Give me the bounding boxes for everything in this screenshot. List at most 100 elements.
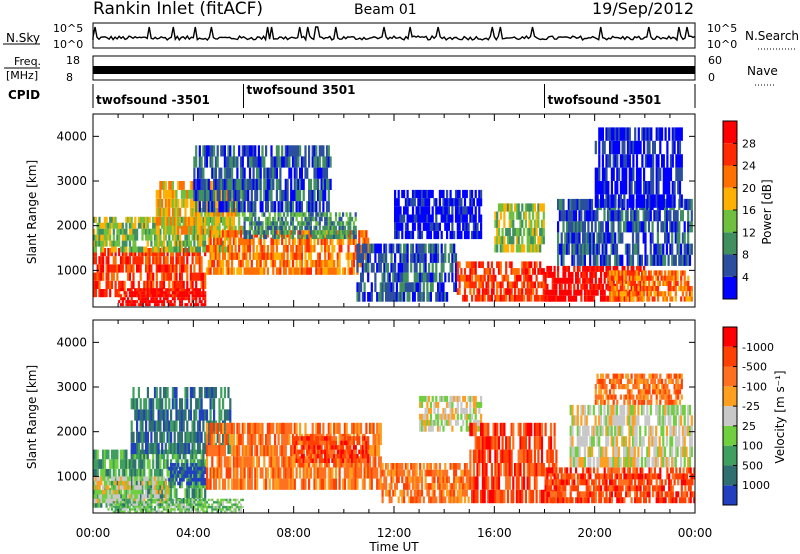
heatmap-cell [612,232,615,244]
heatmap-cell [437,282,440,292]
heatmap-cell [229,422,232,434]
heatmap-cell [630,210,633,222]
heatmap-cell [641,286,644,292]
heatmap-cell [159,387,162,399]
heatmap-cell [300,156,303,168]
heatmap-cell [293,230,296,235]
heatmap-cell [302,445,305,457]
heatmap-cell [444,198,447,207]
heatmap-cell [300,201,303,213]
heatmap-cell [168,264,171,273]
heatmap-cell [462,222,465,231]
heatmap-cell [361,243,364,254]
heatmap-cell [635,265,639,272]
heatmap-cell [643,194,646,208]
heatmap-cell [198,387,201,399]
heatmap-cell [202,297,205,301]
heatmap-cell [225,230,228,238]
heatmap-cell [159,181,162,190]
heatmap-cell [268,433,271,446]
heatmap-cell [480,230,483,240]
heatmap-cell [282,456,286,468]
heatmap-cell [651,286,654,292]
heatmap-cell [338,221,341,226]
heatmap-cell [377,262,381,273]
heatmap-cell [376,292,379,302]
heatmap-cell [653,270,656,276]
heatmap-cell [161,246,164,253]
heatmap-cell [164,494,167,499]
heatmap-cell [205,207,209,217]
heatmap-cell [395,292,398,302]
heatmap-cell [358,243,361,254]
heatmap-cell [121,297,124,301]
heatmap-cell [680,243,683,255]
heatmap-cell [191,280,194,289]
heatmap-cell [308,178,311,190]
heatmap-cell [683,232,686,244]
heatmap-cell [164,291,167,295]
heatmap-cell [338,245,341,253]
heatmap-cell [304,230,307,238]
heatmap-cell [146,289,149,298]
heatmap-cell [177,442,180,455]
heatmap-cell [286,456,289,468]
heatmap-cell [494,244,497,253]
heatmap-cell [193,478,196,489]
heatmap-cell [542,203,545,212]
heatmap-cell [318,212,321,217]
heatmap-cell [164,420,167,432]
heatmap-cell [606,254,610,266]
heatmap-cell [102,222,105,229]
heatmap-cell [211,398,214,410]
heatmap-cell [256,445,259,457]
heatmap-cell [118,264,121,273]
heatmap-cell [161,398,164,410]
heatmap-cell [669,210,672,222]
heatmap-cell [324,189,327,202]
heatmap-cell [302,237,305,245]
heatmap-cell [102,468,105,479]
heatmap-cell [540,281,544,289]
heatmap-cell [148,459,151,469]
heatmap-cell [628,280,631,286]
heatmap-cell [195,488,198,498]
heatmap-cell [93,228,96,235]
heatmap-cell [248,167,252,179]
heatmap-cell [327,156,330,168]
heatmap-cell [678,140,682,155]
heatmap-cell [327,245,330,253]
heatmap-cell [474,230,477,240]
colorbar-tick-label: 8 [742,249,749,262]
heatmap-cell [374,253,377,263]
heatmap-cell [560,254,563,266]
heatmap-cell [304,245,307,253]
heatmap-cell [177,289,180,298]
heatmap-cell [616,296,619,302]
heatmap-cell [223,387,226,399]
heatmap-cell [349,237,352,245]
heatmap-cell [651,280,654,286]
heatmap-cell [146,387,149,399]
heatmap-cell [277,225,280,231]
heatmap-cell [256,225,259,231]
heatmap-cell [291,189,295,202]
heatmap-cell [551,277,554,284]
heatmap-cell [281,201,284,213]
heatmap-cell [205,409,209,421]
heatmap-cell [512,211,515,220]
heatmap-cell [243,478,246,490]
heatmap-cell [180,463,183,467]
heatmap-cell [532,244,535,253]
heatmap-cell [171,442,174,455]
heatmap-cell [340,245,343,253]
heatmap-cell [499,281,502,289]
heatmap-cell [277,456,280,468]
heatmap-cell [161,240,164,247]
heatmap-cell [352,230,355,235]
heatmap-cell [338,237,341,245]
heatmap-cell [152,498,155,504]
heatmap-cell [370,282,373,292]
heatmap-cell [275,252,278,260]
heatmap-cell [667,275,670,281]
